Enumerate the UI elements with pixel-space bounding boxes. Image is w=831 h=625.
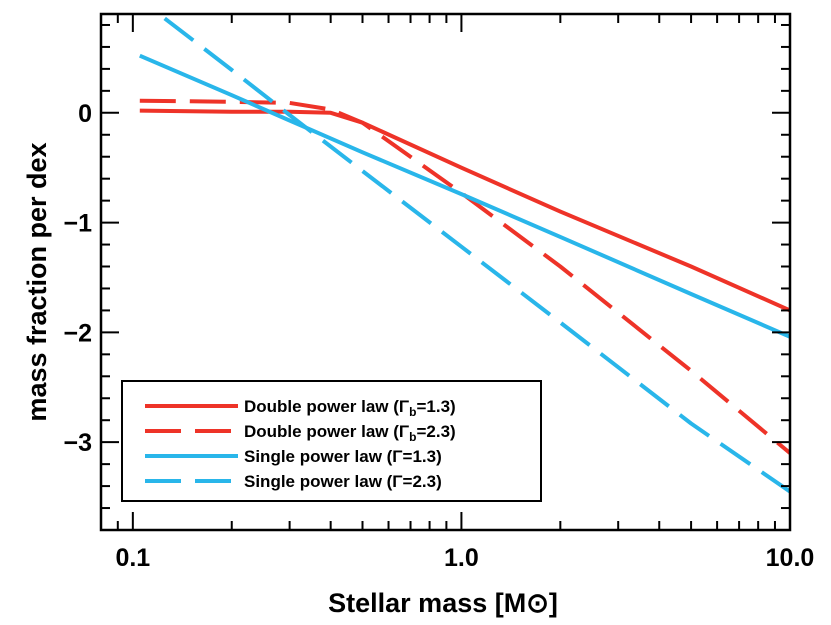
series-line-3: [139, 53, 790, 339]
legend: Double power law (Γb=1.3) Double power la…: [121, 380, 542, 502]
legend-label-4: Single power law (Γ=2.3): [244, 472, 442, 491]
legend-label-2: Double power law (Γb=2.3): [244, 422, 456, 444]
y-tick-label: −1: [63, 210, 92, 238]
x-tick-label: 10.0: [766, 544, 815, 572]
y-axis-title: mass fraction per dex: [22, 142, 52, 421]
axis-ticks-group: [100, 14, 791, 531]
x-tick-label: 0.1: [115, 544, 150, 572]
x-tick-label: 1.0: [444, 544, 479, 572]
y-tick-label: −3: [63, 429, 92, 457]
legend-label-1: Double power law (Γb=1.3): [244, 397, 456, 419]
legend-box: [121, 380, 542, 502]
plot-series-group: [139, 16, 790, 494]
tick-labels-group: 0.1 1.0 10.0 0 −1 −2 −3: [63, 100, 814, 572]
series-line-4: [163, 16, 790, 494]
y-tick-label: 0: [78, 100, 92, 128]
y-tick-label: −2: [63, 319, 92, 347]
x-axis-title: Stellar mass [M⊙]: [328, 588, 558, 618]
legend-label-3: Single power law (Γ=1.3): [244, 447, 442, 466]
series-line-1: [139, 108, 790, 313]
